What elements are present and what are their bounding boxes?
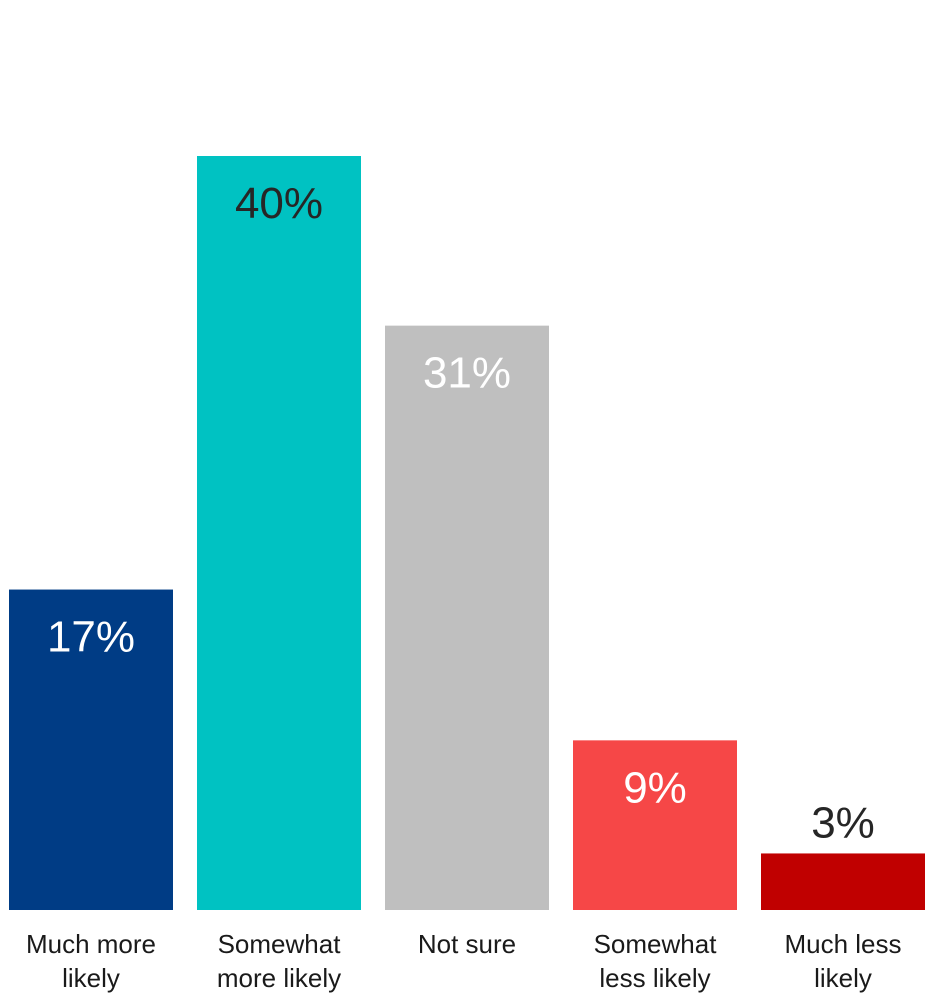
category-label-much-less-likely: likely <box>814 963 872 993</box>
value-labels-group: 17% 40% 31% 9% 3% <box>47 179 875 847</box>
value-label-much-less-likely: 3% <box>811 798 875 847</box>
category-label-somewhat-less-likely: Somewhat <box>594 929 718 959</box>
bars-group <box>9 156 925 910</box>
category-label-not-sure: Not sure <box>418 929 516 959</box>
category-label-somewhat-more-likely: Somewhat <box>218 929 342 959</box>
bar-much-more-likely <box>9 589 173 910</box>
value-label-somewhat-less-likely: 9% <box>623 763 687 812</box>
bar-much-less-likely <box>761 853 925 910</box>
category-label-somewhat-more-likely: more likely <box>217 963 341 993</box>
category-label-much-more-likely: likely <box>62 963 120 993</box>
value-label-much-more-likely: 17% <box>47 613 135 662</box>
category-label-somewhat-less-likely: less likely <box>599 963 710 993</box>
value-label-not-sure: 31% <box>423 349 511 398</box>
category-label-much-less-likely: Much less <box>784 929 901 959</box>
value-label-somewhat-more-likely: 40% <box>235 179 323 228</box>
category-labels-group: Much more likely Somewhat more likely Not su… <box>26 929 902 993</box>
bar-not-sure <box>385 325 549 910</box>
bar-somewhat-more-likely <box>197 156 361 910</box>
category-label-much-more-likely: Much more <box>26 929 156 959</box>
bar-somewhat-less-likely <box>573 740 737 910</box>
